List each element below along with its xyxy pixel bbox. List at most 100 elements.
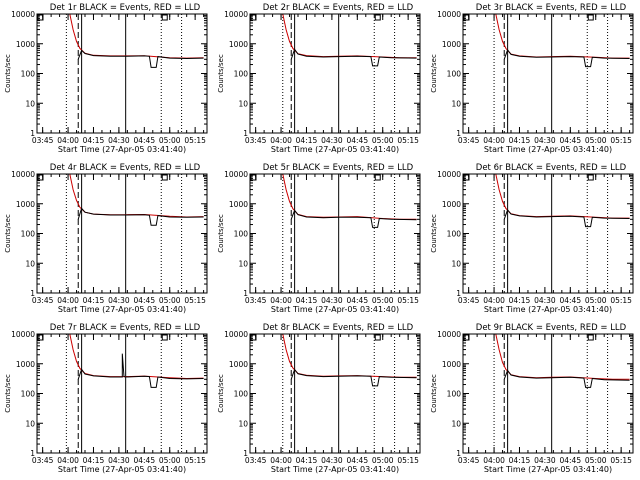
panel-title: Det 9r BLACK = Events, RED = LLD: [476, 323, 627, 333]
x-tick-label: 05:15: [397, 296, 419, 305]
y-tick-label: 10000: [224, 10, 248, 19]
x-tick-label: 03:45: [245, 296, 267, 305]
x-tick-label: 04:30: [534, 456, 556, 465]
y-tick-label: 10000: [437, 330, 461, 339]
y-axis-label: Counts/sec: [217, 214, 225, 253]
marker-box: [374, 14, 381, 21]
events-series-line: [290, 368, 417, 387]
x-tick-label: 03:45: [32, 456, 54, 465]
x-tick-label: 04:15: [509, 296, 531, 305]
x-axis-label: Start Time (27-Apr-05 03:41:40): [484, 145, 612, 154]
y-tick-label: 1000: [229, 360, 248, 369]
plot-frame: [36, 173, 208, 294]
marker-box: [374, 334, 381, 341]
x-tick-label: 04:15: [83, 136, 105, 145]
panel-det-2: Det 2r BLACK = Events, RED = LLD 1 10 100 10…: [217, 3, 421, 154]
y-tick-label: 1000: [16, 360, 35, 369]
x-tick-label: 05:15: [184, 136, 206, 145]
marker-box: [374, 174, 381, 181]
events-series-line: [77, 49, 204, 68]
x-axis-label: Start Time (27-Apr-05 03:41:40): [484, 465, 612, 474]
x-tick-label: 05:00: [372, 296, 394, 305]
y-tick-label: 100: [447, 230, 462, 239]
x-tick-label: 03:45: [32, 296, 54, 305]
panel-title: Det 2r BLACK = Events, RED = LLD: [263, 3, 414, 13]
y-tick-label: 100: [21, 70, 36, 79]
time-markers: [282, 334, 396, 453]
x-tick-label: 04:30: [321, 136, 343, 145]
y-tick-label: 1000: [229, 200, 248, 209]
x-tick-label: 04:15: [83, 456, 105, 465]
x-tick-label: 03:45: [458, 456, 480, 465]
x-tick-label: 04:45: [133, 296, 155, 305]
marker-box: [161, 174, 168, 181]
events-series-line: [290, 48, 417, 67]
marker-box: [587, 334, 594, 341]
panel-title: Det 4r BLACK = Events, RED = LLD: [50, 163, 201, 173]
panel-title: Det 3r BLACK = Events, RED = LLD: [476, 3, 627, 13]
time-markers: [282, 14, 396, 133]
y-tick-label: 100: [21, 230, 36, 239]
x-tick-label: 04:15: [83, 296, 105, 305]
y-axis-label: Counts/sec: [4, 374, 12, 413]
lld-series-line: [69, 14, 204, 59]
y-tick-label: 1: [456, 449, 461, 458]
y-tick-label: 1000: [229, 40, 248, 49]
plot-frame: [249, 333, 421, 454]
x-tick-label: 05:15: [397, 456, 419, 465]
x-tick-label: 04:15: [296, 456, 318, 465]
series-group: [69, 14, 204, 68]
x-axis-label: Start Time (27-Apr-05 03:41:40): [271, 145, 399, 154]
x-axis-label: Start Time (27-Apr-05 03:41:40): [58, 465, 186, 474]
lld-series-line: [69, 334, 204, 380]
lld-series-line: [495, 174, 630, 219]
time-markers: [493, 334, 609, 453]
x-tick-label: 04:30: [534, 296, 556, 305]
y-tick-label: 10000: [437, 10, 461, 19]
y-tick-label: 1: [30, 449, 35, 458]
plot-frame: [249, 173, 421, 294]
y-tick-label: 1: [30, 129, 35, 138]
series-group: [69, 334, 204, 388]
x-tick-label: 03:45: [245, 456, 267, 465]
x-tick-label: 04:15: [296, 296, 318, 305]
y-tick-label: 1: [243, 289, 248, 298]
series-group: [495, 174, 630, 228]
y-tick-label: 100: [234, 230, 249, 239]
plot-frame: [462, 173, 634, 294]
x-tick-label: 04:00: [57, 296, 79, 305]
x-tick-label: 03:45: [245, 136, 267, 145]
series-group: [495, 14, 630, 68]
x-tick-label: 04:00: [483, 296, 505, 305]
y-tick-label: 1: [456, 289, 461, 298]
panel-det-1: Det 1r BLACK = Events, RED = LLD 1 10 100 10…: [4, 3, 208, 154]
y-tick-label: 1: [243, 449, 248, 458]
x-tick-label: 04:00: [270, 296, 292, 305]
time-markers: [65, 334, 183, 453]
lld-series-line: [282, 14, 417, 59]
x-tick-label: 05:00: [372, 456, 394, 465]
x-tick-label: 04:45: [346, 296, 368, 305]
y-tick-label: 1000: [442, 360, 461, 369]
panel-det-3: Det 3r BLACK = Events, RED = LLD 1 10 100 10…: [430, 3, 634, 154]
x-tick-label: 04:00: [57, 136, 79, 145]
x-tick-label: 05:00: [585, 136, 607, 145]
y-tick-label: 1000: [16, 40, 35, 49]
x-axis-label: Start Time (27-Apr-05 03:41:40): [58, 305, 186, 314]
time-markers: [493, 14, 609, 133]
events-series-line: [503, 208, 630, 228]
y-axis-label: Counts/sec: [430, 214, 438, 253]
y-tick-label: 100: [234, 390, 249, 399]
y-tick-label: 1000: [442, 200, 461, 209]
x-tick-label: 04:00: [483, 456, 505, 465]
y-tick-label: 1000: [16, 200, 35, 209]
time-markers: [65, 174, 183, 293]
y-tick-label: 10: [238, 99, 248, 108]
panel-det-9: Det 9r BLACK = Events, RED = LLD 1 10 100 10…: [430, 323, 634, 474]
x-tick-label: 04:45: [133, 456, 155, 465]
y-tick-label: 10: [25, 259, 35, 268]
x-tick-label: 04:15: [509, 456, 531, 465]
panel-title: Det 8r BLACK = Events, RED = LLD: [263, 323, 414, 333]
y-tick-label: 10: [451, 259, 461, 268]
events-series-line: [77, 353, 204, 388]
